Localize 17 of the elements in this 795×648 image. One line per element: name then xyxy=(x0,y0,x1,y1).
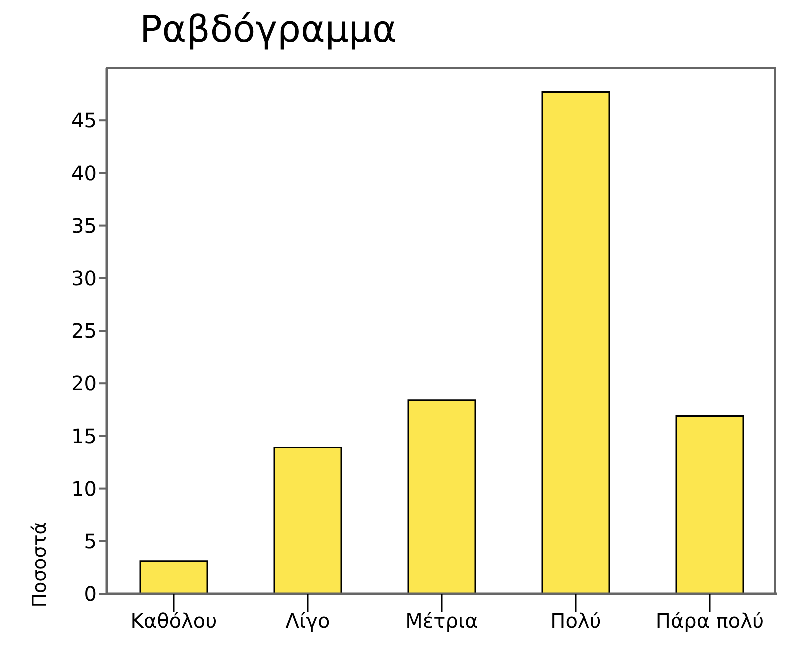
chart-title: Ραβδόγραμμα xyxy=(140,8,397,51)
y-tick-label: 40 xyxy=(72,161,97,186)
y-tick-label: 30 xyxy=(72,266,97,290)
x-tick-label: Πολύ xyxy=(550,609,602,634)
x-tick-label: Πάρα πολύ xyxy=(656,609,764,634)
x-tick-label: Λίγο xyxy=(286,609,330,634)
y-tick-label: 35 xyxy=(72,214,97,238)
y-tick-label: 0 xyxy=(84,582,97,606)
y-axis-title: Ποσοστά xyxy=(29,522,51,608)
y-tick-label: 10 xyxy=(72,476,97,501)
y-tick-label: 20 xyxy=(72,372,97,396)
y-tick-label: 45 xyxy=(72,108,97,133)
x-tick-label: Καθόλου xyxy=(130,609,218,634)
x-tick-label: Μέτρια xyxy=(406,609,478,634)
y-tick-label: 15 xyxy=(72,424,97,448)
y-tick-label: 25 xyxy=(72,319,97,344)
y-tick-label: 5 xyxy=(84,530,97,554)
